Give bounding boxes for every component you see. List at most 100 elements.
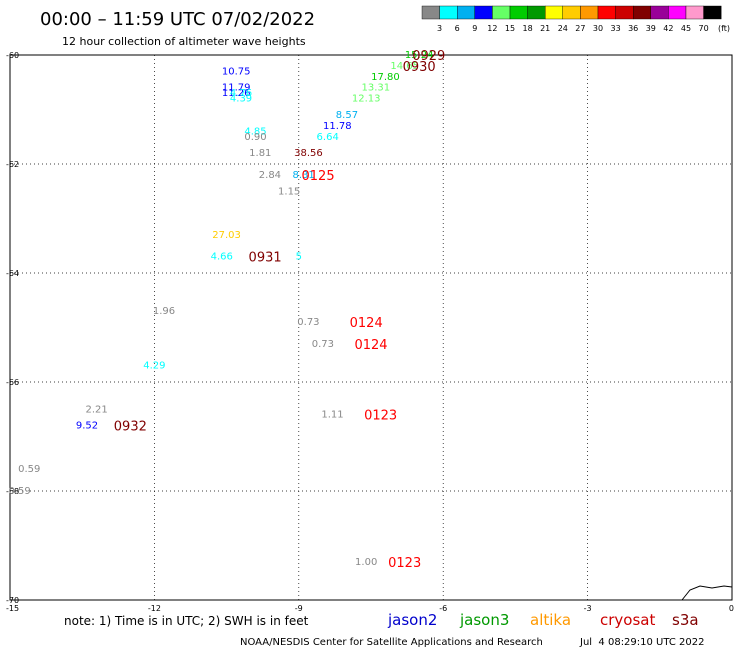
wave-height-label: 4.76 [230, 88, 252, 99]
satellite-legend-cryosat: cryosat [600, 611, 655, 629]
latitude-tick-label: -68 [6, 487, 19, 496]
scale-bin-label: 36 [628, 24, 638, 33]
wave-height-label: 10.75 [222, 66, 251, 77]
longitude-tick-label: -15 [6, 604, 19, 613]
wave-height-label: 0.59 [8, 486, 30, 497]
satellite-legend-altika: altika [530, 611, 571, 629]
coastline-outline [681, 585, 733, 601]
wave-height-label: 9.52 [76, 421, 98, 432]
wave-height-label: 1.96 [153, 306, 175, 317]
scale-unit-label: (ft) [718, 24, 730, 33]
scale-bin-swatch [650, 5, 669, 20]
scale-bin-swatch [439, 5, 458, 20]
map-plot-area: -60 -62 -64 -66 -68 -70 -15 -12 -9 -6 -3 0 15.2414… [6, 49, 734, 613]
scale-bin-label: 33 [611, 24, 621, 33]
longitude-tick-label: -12 [148, 604, 161, 613]
scale-bin-swatch [615, 5, 634, 20]
wave-height-label: 6.64 [317, 132, 339, 143]
wave-height-label: 15.24 [405, 50, 434, 61]
scale-bin-label: 45 [681, 24, 691, 33]
footer-note: note: 1) Time is in UTC; 2) SWH is in fe… [64, 614, 309, 628]
wave-height-label: 12.13 [352, 94, 381, 105]
footer-credit: NOAA/NESDIS Center for Satellite Applica… [240, 637, 543, 648]
wave-height-label: 11.26 [222, 88, 251, 99]
scale-bin-swatch [668, 5, 687, 20]
latitude-tick-label: -70 [6, 596, 19, 605]
scale-bin-swatch [492, 5, 511, 20]
scale-bin-swatch [509, 5, 528, 20]
scale-bin-swatch [703, 5, 722, 20]
wave-height-label: 1.11 [321, 410, 343, 421]
pass-time-label: 0123 [364, 409, 397, 424]
pass-time-label: 0125 [302, 169, 335, 184]
wave-height-label: 8.57 [336, 110, 358, 121]
wave-height-label: 4.85 [244, 126, 266, 137]
wave-height-label: 13.31 [361, 83, 390, 94]
map-frame [9, 54, 733, 601]
scale-bin-label: 27 [575, 24, 585, 33]
longitude-tick-label: -9 [295, 604, 303, 613]
pass-time-label: 0123 [388, 556, 421, 571]
scale-bin-label: 9 [472, 24, 477, 33]
satellite-legend-jason2: jason2 [387, 611, 437, 629]
satellite-legend-jason3: jason3 [459, 611, 509, 629]
pass-time-label: 0124 [350, 316, 383, 331]
wave-height-label: 5 [296, 252, 302, 263]
wave-height-label: 17.80 [371, 72, 400, 83]
scale-bin-label: 3 [437, 24, 442, 33]
wave-height-label: 14.65 [390, 61, 419, 72]
wave-height-label: 2.21 [86, 404, 108, 415]
longitude-tick-label: -6 [439, 604, 447, 613]
map-subtitle: 12 hour collection of altimeter wave hei… [62, 35, 306, 48]
footer-timestamp: Jul 4 08:29:10 UTC 2022 [579, 637, 705, 648]
scale-bin-label: 18 [523, 24, 533, 33]
scale-bin-label: 39 [646, 24, 656, 33]
scale-bin-swatch [457, 5, 476, 20]
wave-height-label: 2.84 [259, 170, 281, 181]
wave-height-label: 4.39 [230, 94, 252, 105]
scale-bin-label: 42 [663, 24, 673, 33]
wave-height-label: 4.29 [143, 361, 165, 372]
longitude-tick-label: -3 [584, 604, 592, 613]
wave-height-label: 0.59 [18, 464, 40, 475]
scale-bin-label: 21 [540, 24, 550, 33]
wave-height-label: 0.90 [244, 132, 266, 143]
longitude-tick-label: 0 [729, 604, 734, 613]
pass-time-label: 0929 [412, 49, 445, 64]
longitude-tick-labels: -15 -12 -9 -6 -3 0 [6, 604, 734, 613]
latitude-tick-label: -64 [6, 269, 19, 278]
latitude-tick-label: -66 [6, 378, 19, 387]
wave-height-label: 4.66 [211, 252, 233, 263]
scale-bin-swatch [633, 5, 652, 20]
pass-time-label: 0932 [114, 420, 147, 435]
wave-height-label: 11.78 [323, 121, 352, 132]
pass-time-label: 0124 [354, 338, 387, 353]
pass-time-label: 0931 [249, 251, 282, 266]
wave-height-label: 27.03 [212, 230, 241, 241]
wave-height-label: 11.79 [222, 83, 251, 94]
pass-time-label: 0930 [403, 60, 436, 75]
scale-bin-swatch [421, 5, 440, 20]
scale-bin-label: 70 [699, 24, 709, 33]
scale-bin-swatch [474, 5, 493, 20]
scale-bin-swatch [562, 5, 581, 20]
wave-height-label: 1.00 [355, 557, 377, 568]
wave-height-label: 38.56 [294, 148, 323, 159]
latitude-tick-labels: -60 -62 -64 -66 -68 -70 [6, 51, 19, 605]
scale-bin-label: 15 [505, 24, 515, 33]
scale-bin-swatch [597, 5, 616, 20]
scale-bin-label: 6 [455, 24, 460, 33]
scale-bin-swatch [580, 5, 599, 20]
scale-bin-label: 24 [558, 24, 568, 33]
scale-bin-swatch [685, 5, 704, 20]
graticule [10, 55, 732, 600]
latitude-tick-label: -60 [6, 51, 19, 60]
wave-height-label: 0.73 [312, 339, 334, 350]
satellite-legend-s3a: s3a [672, 611, 699, 629]
wave-height-label: 8.31 [292, 170, 314, 181]
scale-bin-label: 12 [487, 24, 497, 33]
map-title: 00:00 – 11:59 UTC 07/02/2022 [40, 9, 315, 30]
